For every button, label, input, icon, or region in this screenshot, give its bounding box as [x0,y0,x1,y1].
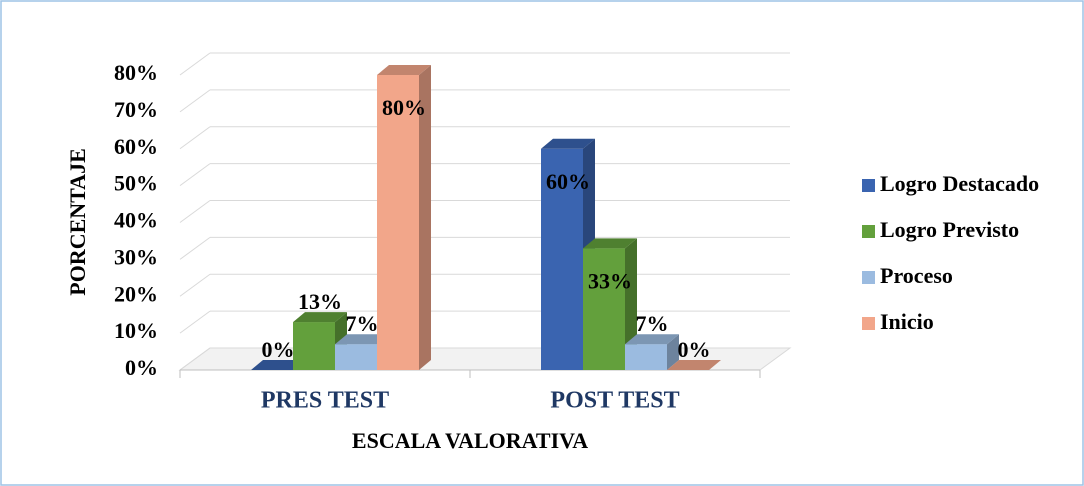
y-tick-label: 70% [114,97,158,122]
grid-line-side [179,126,211,150]
bar [625,334,679,370]
bar-front [625,344,667,370]
data-label: 33% [588,268,632,293]
legend-label: Logro Previsto [880,217,1019,242]
y-tick-label: 10% [114,318,158,343]
grid-line-side [179,236,211,260]
bar-front [335,344,377,370]
grid-line-side [179,347,211,371]
y-tick-label: 50% [114,171,158,196]
data-label: 13% [298,289,342,314]
bar-side [419,65,431,370]
grid-line-side [179,310,211,334]
x-axis-title: ESCALA VALORATIVA [352,428,588,453]
bar [251,360,305,370]
legend-swatch [862,179,875,192]
y-axis-title: PORCENTAJE [65,148,90,296]
data-label: 0% [262,337,295,362]
legend-label: Inicio [880,309,934,334]
bar-top [251,360,305,370]
bar [377,65,431,370]
grid-line-side [179,200,211,223]
data-label: 7% [346,311,379,336]
bar-front [541,148,583,370]
data-label: 7% [636,311,669,336]
legend-label: Proceso [880,263,953,288]
bar-top [583,238,637,249]
x-tick-label: PRES TEST [261,388,389,414]
bar-top [377,65,431,75]
y-tick-label: 40% [114,208,158,233]
y-tick-label: 30% [114,244,158,269]
bar-side [667,334,679,370]
x-tick-label: POST TEST [550,388,679,414]
y-tick-label: 20% [114,281,158,306]
legend-swatch [862,225,875,238]
bar-top [335,334,389,345]
data-label: 60% [546,169,590,194]
legend-swatch [862,271,875,284]
bar-front [377,75,419,370]
bar-top [625,334,679,345]
grid-line-side [179,163,211,187]
legend-swatch [862,317,875,330]
grid-line-side [179,52,211,76]
bar-top [541,138,595,149]
data-label: 80% [382,95,426,120]
bar-front [293,322,335,370]
bar-top [293,312,347,323]
y-tick-label: 0% [125,355,158,380]
bar-front [583,248,625,370]
legend-label: Logro Destacado [880,171,1039,196]
data-label: 0% [678,337,711,362]
bar-top [667,360,721,370]
y-tick-label: 60% [114,134,158,159]
grid-line-side [179,273,211,297]
bar [667,360,721,370]
grid-line-side [179,89,211,113]
y-tick-label: 80% [114,60,158,85]
